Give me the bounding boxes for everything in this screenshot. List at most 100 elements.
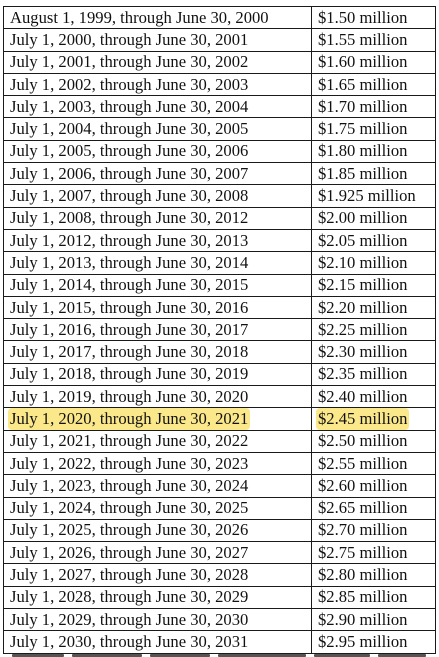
cut-off-text-fragment <box>314 654 370 657</box>
amount-cell: $2.25 million <box>311 318 436 342</box>
period-text: July 1, 2014, through June 30, 2015 <box>10 275 249 295</box>
table-row: July 1, 2007, through June 30, 2008 $1.92… <box>3 184 436 208</box>
period-text: July 1, 2013, through June 30, 2014 <box>10 252 249 272</box>
table-row: July 1, 2028, through June 30, 2029 $2.85… <box>3 585 436 610</box>
period-cell: July 1, 2003, through June 30, 2004 <box>3 95 312 119</box>
table-row: July 1, 2017, through June 30, 2018 $2.30… <box>3 340 436 364</box>
period-cell: July 1, 2026, through June 30, 2027 <box>3 541 312 565</box>
period-cell: July 1, 2023, through June 30, 2024 <box>3 474 312 498</box>
table-row: July 1, 2005, through June 30, 2006 $1.80… <box>3 139 436 164</box>
amount-text: $2.15 million <box>318 275 408 295</box>
period-text: July 1, 2025, through June 30, 2026 <box>10 520 249 540</box>
amount-text: $2.85 million <box>318 587 408 607</box>
period-text: July 1, 2021, through June 30, 2022 <box>10 431 249 451</box>
amount-text: $2.90 million <box>318 609 408 629</box>
period-text: July 1, 2018, through June 30, 2019 <box>10 364 249 384</box>
amount-cell: $2.75 million <box>311 541 436 565</box>
table-row: July 1, 2001, through June 30, 2002 $1.60… <box>3 50 436 74</box>
table-row: July 1, 2024, through June 30, 2025 $2.65… <box>3 496 436 520</box>
schedule-table-container: August 1, 1999, through June 30, 2000 $1.… <box>3 5 436 654</box>
period-cell: July 1, 2001, through June 30, 2002 <box>3 50 312 74</box>
period-cell: July 1, 2015, through June 30, 2016 <box>3 295 312 320</box>
period-text: July 1, 2001, through June 30, 2002 <box>10 52 249 72</box>
cut-off-text-fragment <box>218 654 306 657</box>
amount-text: $2.50 million <box>318 431 408 451</box>
period-text: July 1, 2002, through June 30, 2003 <box>10 74 249 94</box>
amount-cell: $2.00 million <box>311 206 436 230</box>
amount-cell: $2.60 million <box>311 474 436 498</box>
amount-text: $1.925 million <box>318 186 416 206</box>
period-cell: July 1, 2030, through June 30, 2031 <box>3 630 312 654</box>
period-text: July 1, 2012, through June 30, 2013 <box>10 230 249 250</box>
amount-text: $1.75 million <box>318 119 408 139</box>
amount-cell: $2.10 million <box>311 251 436 275</box>
amount-cell: $1.925 million <box>311 184 436 208</box>
period-text: July 1, 2024, through June 30, 2025 <box>10 498 249 518</box>
amount-cell: $2.70 million <box>311 518 436 543</box>
amount-cell: $2.55 million <box>311 451 436 476</box>
table-row: July 1, 2029, through June 30, 2030 $2.90… <box>3 608 436 632</box>
amount-cell: $2.50 million <box>311 429 436 453</box>
period-cell: July 1, 2025, through June 30, 2026 <box>3 518 312 543</box>
amount-cell: $1.55 million <box>311 28 436 52</box>
amount-text: $2.65 million <box>318 498 408 518</box>
period-cell: July 1, 2027, through June 30, 2028 <box>3 563 312 587</box>
period-cell: July 1, 2020, through June 30, 2021 <box>3 407 312 431</box>
amount-cell: $1.80 million <box>311 139 436 164</box>
period-cell: July 1, 2016, through June 30, 2017 <box>3 318 312 342</box>
period-cell: July 1, 2008, through June 30, 2012 <box>3 206 312 230</box>
period-text: August 1, 1999, through June 30, 2000 <box>10 7 269 27</box>
amount-text: $2.45 million <box>317 408 409 429</box>
period-text: July 1, 2029, through June 30, 2030 <box>10 609 249 629</box>
table-row: July 1, 2000, through June 30, 2001 $1.55… <box>3 28 436 52</box>
amount-text: $2.95 million <box>318 631 408 651</box>
cut-off-text-fragment <box>72 654 142 657</box>
table-row: July 1, 2025, through June 30, 2026 $2.70… <box>3 518 436 543</box>
period-text: July 1, 2019, through June 30, 2020 <box>10 386 249 406</box>
amount-text: $2.10 million <box>318 252 408 272</box>
table-row: July 1, 2030, through June 30, 2031 $2.95… <box>3 630 436 654</box>
amount-text: $1.50 million <box>318 7 408 27</box>
table-row: July 1, 2027, through June 30, 2028 $2.80… <box>3 563 436 587</box>
amount-cell: $1.50 million <box>311 5 436 30</box>
table-row: July 1, 2014, through June 30, 2015 $2.15… <box>3 273 436 297</box>
period-text: July 1, 2030, through June 30, 2031 <box>10 631 249 651</box>
table-row: July 1, 2015, through June 30, 2016 $2.20… <box>3 295 436 320</box>
period-cell: July 1, 2018, through June 30, 2019 <box>3 362 312 387</box>
amount-text: $2.80 million <box>318 565 408 585</box>
period-text: July 1, 2022, through June 30, 2023 <box>10 453 249 473</box>
table-row: July 1, 2012, through June 30, 2013 $2.05… <box>3 228 436 253</box>
table-row: July 1, 2008, through June 30, 2012 $2.00… <box>3 206 436 230</box>
amount-cell: $2.80 million <box>311 563 436 587</box>
table-row: July 1, 2021, through June 30, 2022 $2.50… <box>3 429 436 453</box>
period-text: July 1, 2000, through June 30, 2001 <box>10 29 249 49</box>
amount-cell: $2.45 million <box>311 407 436 431</box>
amount-text: $1.85 million <box>318 163 408 183</box>
table-row: July 1, 2023, through June 30, 2024 $2.60… <box>3 474 436 498</box>
table-row: July 1, 2013, through June 30, 2014 $2.10… <box>3 251 436 275</box>
amount-text: $2.20 million <box>318 297 408 317</box>
period-cell: July 1, 2006, through June 30, 2007 <box>3 162 312 186</box>
amount-cell: $2.65 million <box>311 496 436 520</box>
amount-cell: $1.65 million <box>311 72 436 97</box>
period-text: July 1, 2006, through June 30, 2007 <box>10 163 249 183</box>
period-text: July 1, 2027, through June 30, 2028 <box>10 565 249 585</box>
amount-text: $1.65 million <box>318 74 408 94</box>
period-text: July 1, 2008, through June 30, 2012 <box>10 208 249 228</box>
period-text: July 1, 2015, through June 30, 2016 <box>10 297 249 317</box>
amount-cell: $1.85 million <box>311 162 436 186</box>
cut-off-text-fragment <box>12 654 64 657</box>
amount-cell: $2.40 million <box>311 385 436 409</box>
amount-cell: $2.30 million <box>311 340 436 364</box>
period-cell: July 1, 2019, through June 30, 2020 <box>3 385 312 409</box>
cut-off-text-fragment <box>150 654 210 657</box>
cut-off-text-line <box>0 650 439 657</box>
cut-off-text-fragment <box>378 654 426 657</box>
table-row: July 1, 2019, through June 30, 2020 $2.40… <box>3 385 436 409</box>
period-text: July 1, 2017, through June 30, 2018 <box>10 342 249 362</box>
period-cell: July 1, 2005, through June 30, 2006 <box>3 139 312 164</box>
schedule-table: August 1, 1999, through June 30, 2000 $1.… <box>3 5 436 654</box>
period-text: July 1, 2020, through June 30, 2021 <box>9 408 250 429</box>
period-text: July 1, 2004, through June 30, 2005 <box>10 119 249 139</box>
amount-cell: $2.85 million <box>311 585 436 610</box>
